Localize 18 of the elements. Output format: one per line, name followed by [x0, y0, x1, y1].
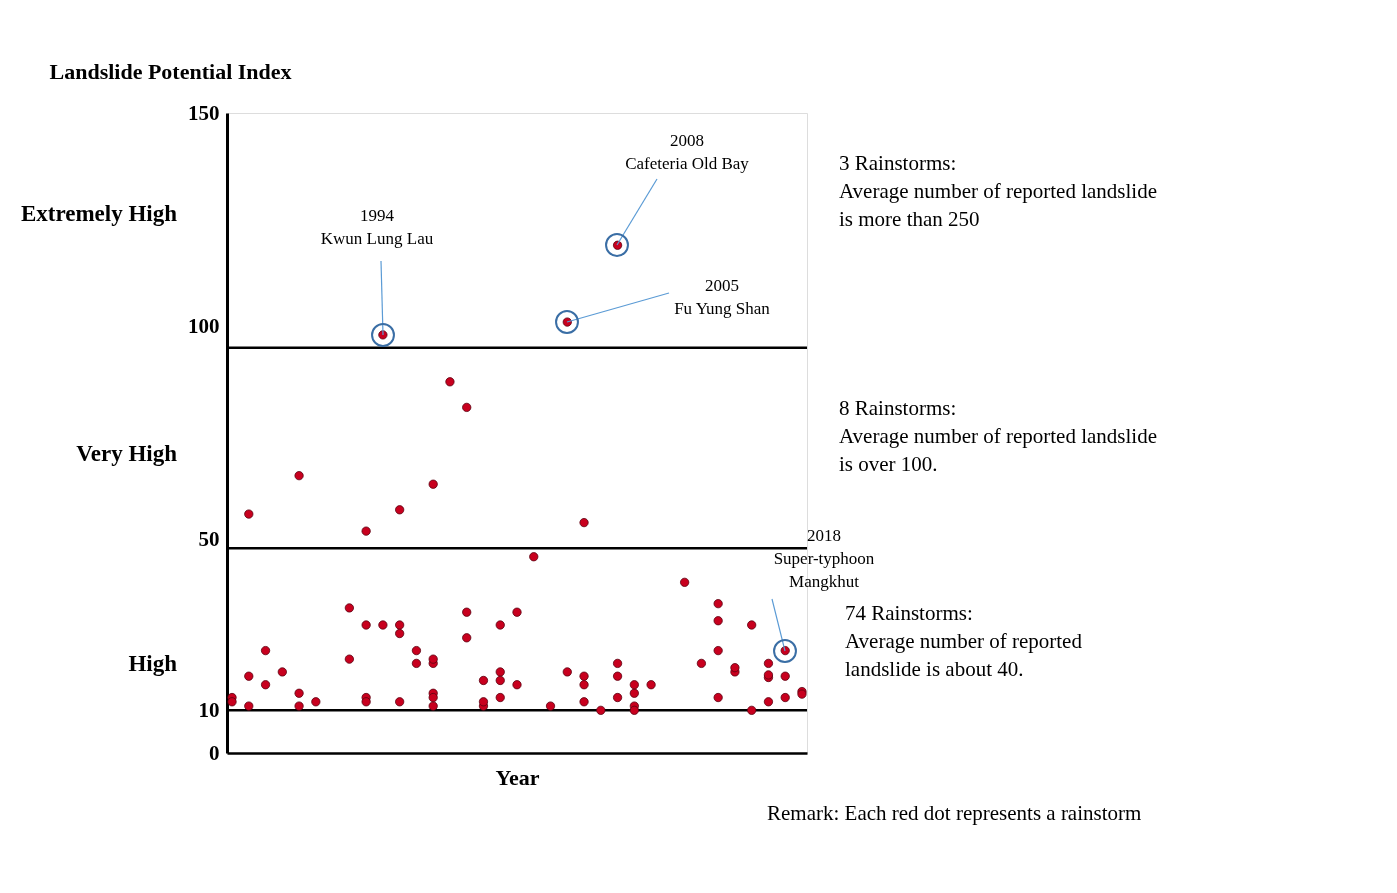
text: Very High [76, 441, 178, 466]
annotation: 2008 Cafeteria Old Bay [625, 131, 750, 173]
y-tick-label: 0 [209, 740, 220, 765]
y-tick-label: 10 [198, 697, 220, 722]
x-axis-title: Year [495, 764, 540, 790]
text: 3 Rainstorms: Average number of reported landslide is more than 250 [839, 151, 1157, 231]
text: Remark: Each red dot represents a rainstorm [767, 801, 1142, 825]
y-tick-label: 50 [198, 527, 220, 552]
y-tick-label: 100 [188, 313, 220, 338]
annotation: 2018 Super-typhoon Mangkhut [773, 526, 875, 591]
text: High [128, 651, 178, 676]
text: 8 Rainstorms: Average number of reported landslide is over 100. [839, 396, 1157, 476]
y-tick-label: 150 [188, 100, 220, 125]
annotation: 2005 Fu Yung Shan [674, 276, 771, 318]
text: 74 Rainstorms: Average number of reported landslide is about 40. [845, 601, 1083, 681]
text: Extremely High [20, 201, 178, 226]
annotation: 1994 Kwun Lung Lau [320, 206, 434, 248]
y-axis-title: Landslide Potential Index [49, 58, 292, 84]
